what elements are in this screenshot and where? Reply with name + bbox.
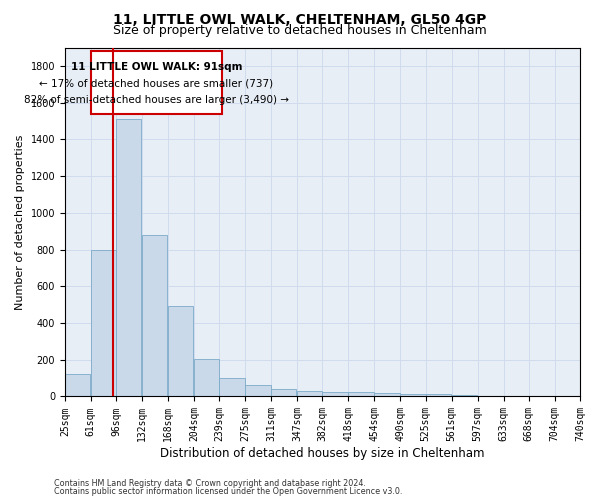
- Text: 11, LITTLE OWL WALK, CHELTENHAM, GL50 4GP: 11, LITTLE OWL WALK, CHELTENHAM, GL50 4G…: [113, 12, 487, 26]
- Text: Contains public sector information licensed under the Open Government Licence v3: Contains public sector information licen…: [54, 487, 403, 496]
- Bar: [142, 235, 167, 396]
- Text: Size of property relative to detached houses in Cheltenham: Size of property relative to detached ho…: [113, 24, 487, 37]
- Text: 11 LITTLE OWL WALK: 91sqm: 11 LITTLE OWL WALK: 91sqm: [71, 62, 242, 72]
- Bar: [374, 393, 400, 396]
- Bar: [91, 250, 116, 396]
- Bar: [194, 359, 219, 397]
- Bar: [219, 378, 245, 396]
- Bar: [297, 391, 322, 396]
- Bar: [116, 119, 142, 396]
- Bar: [349, 392, 374, 396]
- Bar: [452, 395, 477, 396]
- X-axis label: Distribution of detached houses by size in Cheltenham: Distribution of detached houses by size …: [160, 447, 485, 460]
- Text: ← 17% of detached houses are smaller (737): ← 17% of detached houses are smaller (73…: [40, 78, 274, 88]
- Text: Contains HM Land Registry data © Crown copyright and database right 2024.: Contains HM Land Registry data © Crown c…: [54, 478, 366, 488]
- Bar: [168, 306, 193, 396]
- Bar: [65, 374, 90, 396]
- Bar: [271, 389, 296, 396]
- Bar: [245, 384, 271, 396]
- Bar: [400, 394, 425, 396]
- Bar: [322, 392, 348, 396]
- Y-axis label: Number of detached properties: Number of detached properties: [15, 134, 25, 310]
- Text: 82% of semi-detached houses are larger (3,490) →: 82% of semi-detached houses are larger (…: [24, 95, 289, 105]
- Bar: [91, 51, 222, 114]
- Bar: [425, 394, 451, 396]
